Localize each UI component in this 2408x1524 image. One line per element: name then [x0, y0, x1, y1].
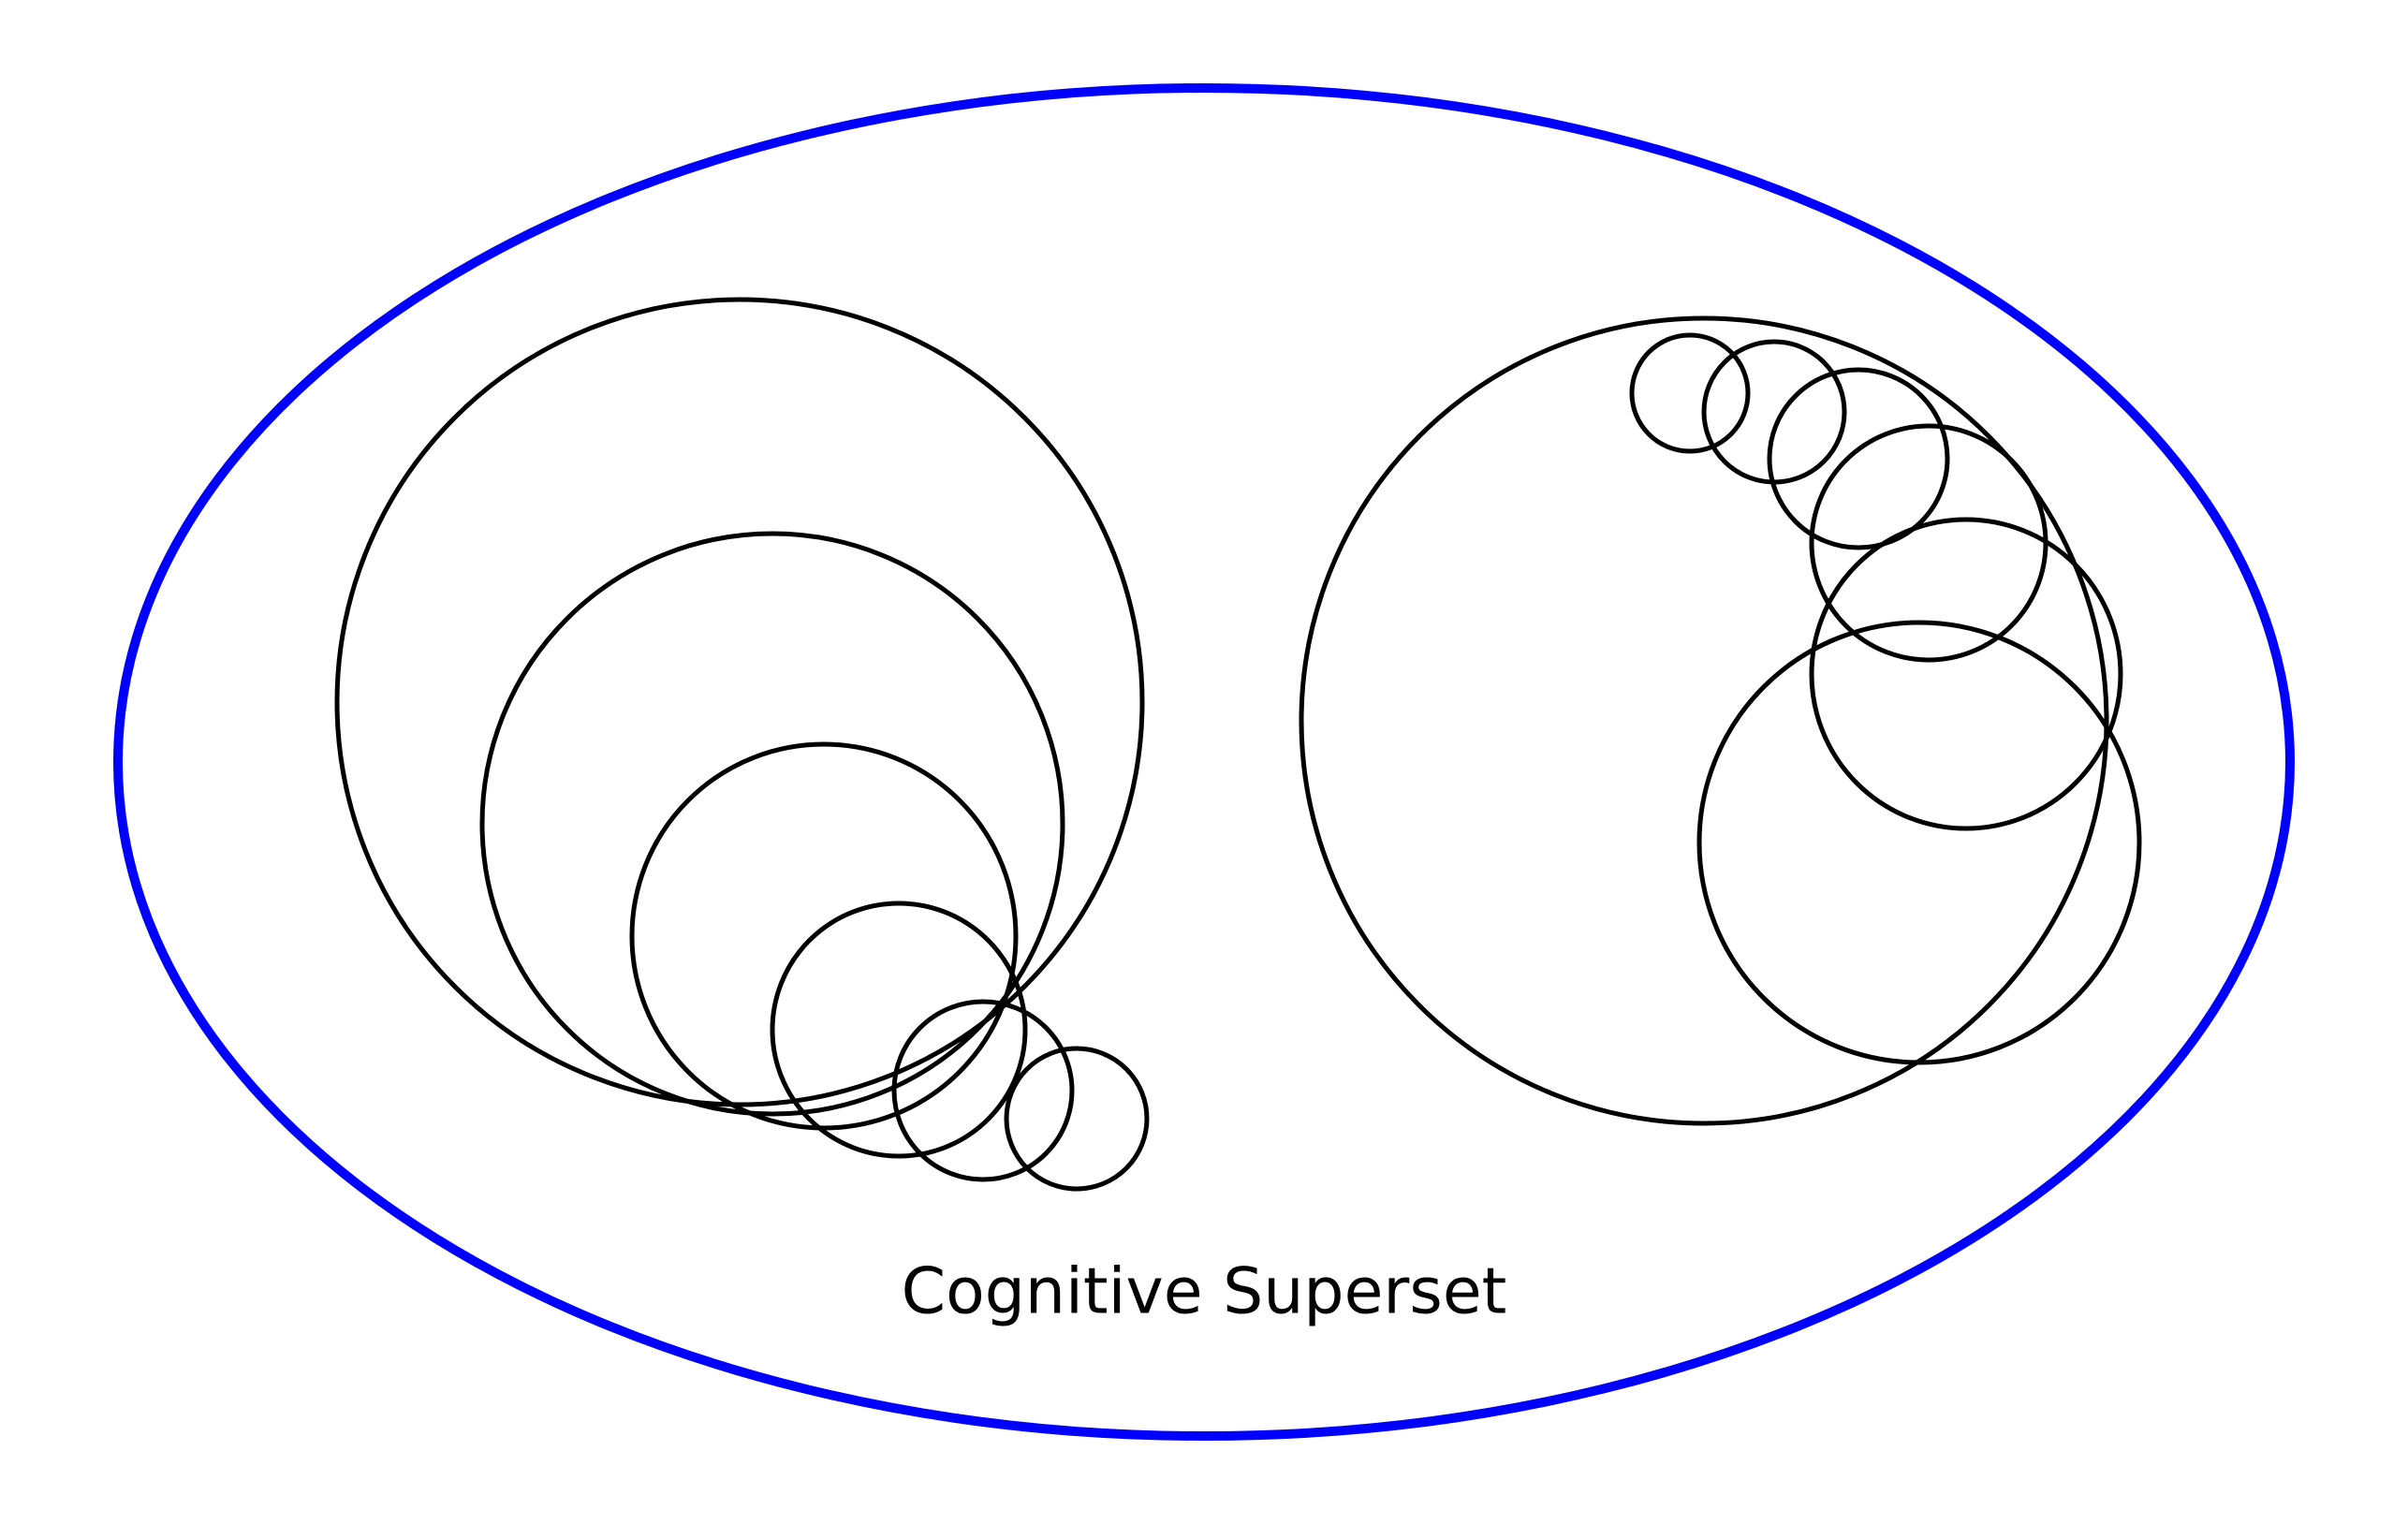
right-group-circle-4: [1769, 370, 1947, 548]
left-group-circle-5: [1006, 1048, 1147, 1189]
outer-ellipse: [118, 88, 2290, 1436]
right-group-circle-5: [1704, 342, 1844, 482]
diagram-canvas: Cognitive Superset: [0, 0, 2408, 1524]
right-group-circle-2: [1812, 520, 2121, 828]
left-group-circle-4: [894, 1002, 1072, 1180]
left-group-circle-2: [632, 744, 1016, 1128]
right-group-circle-1: [1699, 623, 2139, 1062]
left-group-circle-0: [337, 300, 1142, 1105]
right-group-circle-6: [1632, 335, 1748, 451]
diagram-label: Cognitive Superset: [902, 1255, 1507, 1329]
